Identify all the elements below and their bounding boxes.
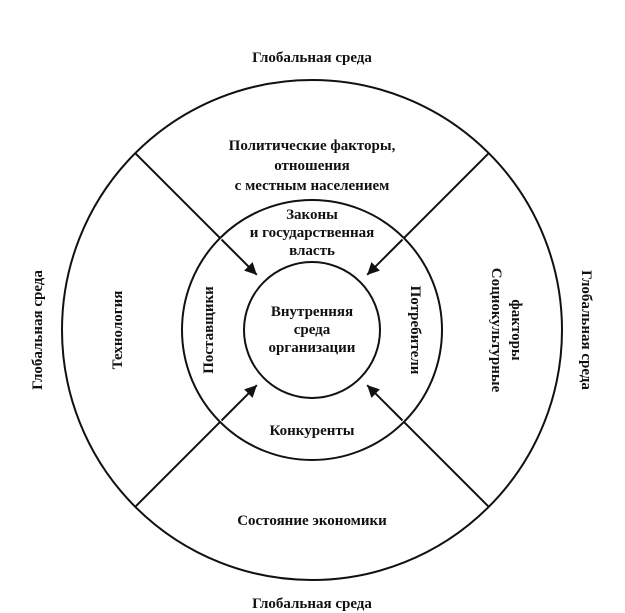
diag-line [135,422,220,507]
global-label-left: Глобальная среда [30,270,46,390]
diag-line [135,153,220,238]
outer-ring-top: отношения [274,158,350,174]
diag-line [404,153,489,238]
outer-ring-left: Технология [110,291,126,370]
inner-ring-left: Поставщики [201,286,217,374]
outer-ring-right: Социокультурные [488,268,504,393]
inner-ring-bottom: Конкуренты [270,423,355,439]
diag-line [404,422,489,507]
core-label: среда [294,322,331,338]
core-label: организации [269,340,356,356]
inner-ring-top: Законы [286,207,338,223]
inner-ring-top: и государственная [250,225,374,241]
core-label: Внутренняя [271,304,353,320]
inner-ring-top: власть [289,243,335,259]
outer-ring-right: факторы [508,299,524,361]
inner-ring-right: Потребители [407,286,423,375]
global-label-right: Глобальная среда [578,270,594,390]
outer-ring-top: с местным населением [235,178,390,194]
outer-ring-top: Политические факторы, [229,138,396,154]
environment-diagram: Глобальная среда Глобальная среда Глобал… [0,0,625,613]
global-label-bottom: Глобальная среда [252,596,372,612]
outer-ring-bottom: Состояние экономики [237,513,387,529]
global-label-top: Глобальная среда [252,50,372,66]
